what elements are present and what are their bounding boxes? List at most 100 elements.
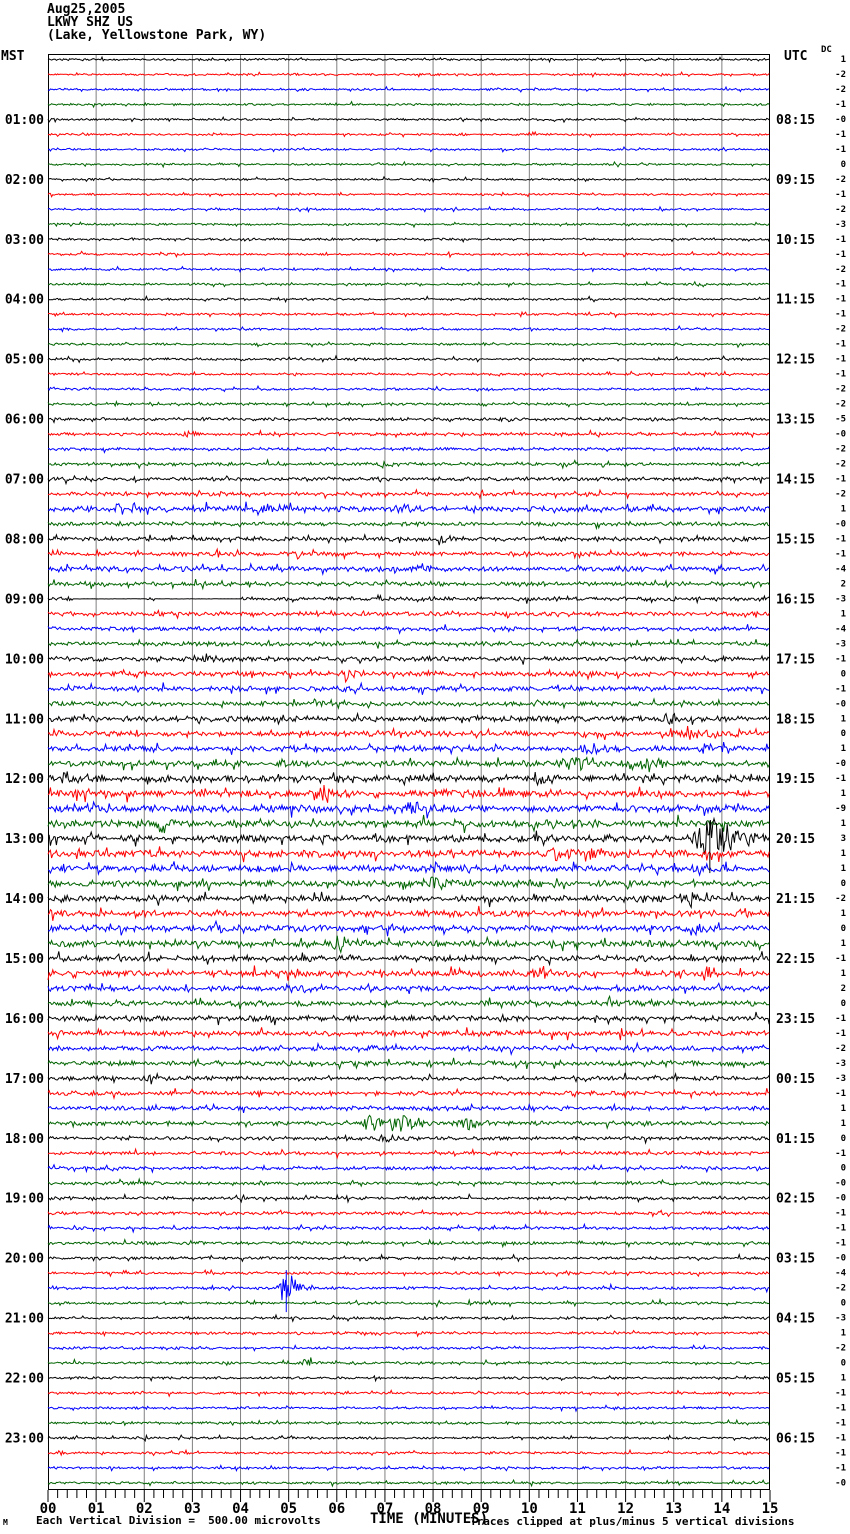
utc-hour-label: 01:15	[776, 1132, 815, 1147]
dc-value: -1	[835, 100, 846, 110]
seismic-trace	[47, 1344, 770, 1352]
utc-hour-label: 17:15	[776, 652, 815, 667]
seismic-trace	[47, 1252, 770, 1263]
seismic-trace	[47, 800, 770, 819]
mst-hour-label: 03:00	[5, 233, 44, 248]
x-tick-label: 13	[665, 1501, 682, 1517]
dc-value: 1	[841, 819, 846, 829]
dc-value: -0	[835, 699, 846, 709]
seismic-trace	[47, 1448, 770, 1457]
seismic-trace	[47, 1478, 770, 1488]
dc-value: -1	[835, 1463, 846, 1473]
utc-hour-label: 20:15	[776, 832, 815, 847]
scale-note: Each Vertical Division = 500.00 microvol…	[36, 1514, 321, 1527]
seismic-trace	[48, 325, 770, 333]
seismic-trace	[47, 501, 770, 517]
seismic-trace	[47, 250, 770, 259]
dc-value: -2	[835, 175, 846, 185]
dc-value: -2	[835, 460, 846, 470]
seismic-trace	[47, 384, 770, 393]
seismic-trace	[47, 1404, 770, 1413]
dc-value: 1	[841, 1374, 846, 1384]
seismic-trace	[47, 1329, 770, 1338]
mst-hour-label: 11:00	[5, 712, 44, 727]
seismic-trace	[47, 1057, 770, 1071]
mst-hour-label: 23:00	[5, 1431, 44, 1446]
dc-value: 1	[841, 1329, 846, 1339]
dc-value: -1	[835, 1209, 846, 1219]
dc-value: -2	[835, 385, 846, 395]
mst-hour-label: 17:00	[5, 1072, 44, 1087]
seismic-trace	[47, 741, 770, 756]
seismic-trace	[47, 1026, 770, 1041]
utc-hour-label: 13:15	[776, 413, 815, 428]
dc-values: 1 -2 -2 -1 -0 -1 -1 0 -2 -1 -2 -3 -1 -1 -2 -1 -1 -1 -2 -1 -1…	[835, 55, 846, 1488]
x-tick-label: 07	[377, 1501, 394, 1517]
utc-hour-label: 10:15	[776, 233, 815, 248]
utc-hour-label: 19:15	[776, 772, 815, 787]
dc-value: 3	[841, 834, 846, 844]
dc-value: -5	[835, 415, 846, 425]
dc-value: 1	[841, 1119, 846, 1129]
dc-value: -2	[835, 1284, 846, 1294]
dc-value: 1	[841, 939, 846, 949]
seismic-trace	[47, 919, 770, 937]
x-axis: 00 01 02 03 04 05 06 07 08 09 10 11 12 13 14 15	[40, 1490, 778, 1517]
mst-hour-label: 22:00	[5, 1372, 44, 1387]
seismic-trace	[47, 354, 770, 364]
dc-value: -0	[835, 1179, 846, 1189]
seismic-trace	[47, 340, 770, 349]
dc-value: 0	[841, 729, 846, 739]
mst-hour-label: 08:00	[5, 532, 44, 547]
seismic-trace	[47, 71, 770, 78]
utc-hour-label: 12:15	[776, 353, 815, 368]
dc-value: -4	[835, 564, 846, 574]
utc-hour-label: 02:15	[776, 1192, 815, 1207]
dc-value: 0	[841, 1359, 846, 1369]
mst-hour-label: 14:00	[5, 892, 44, 907]
hour-labels: 01:00 02:00 03:00 04:00 05:00 06:00 07:00 08:00…	[5, 113, 815, 1447]
dc-value: -1	[835, 1403, 846, 1413]
seismic-trace	[47, 905, 770, 921]
x-tick-label: 06	[328, 1501, 345, 1517]
x-tick-label: 05	[280, 1501, 297, 1517]
seismic-trace	[47, 520, 770, 531]
trace-layer	[47, 55, 770, 1488]
dc-value: 2	[841, 984, 846, 994]
seismic-trace	[47, 85, 770, 93]
mst-hour-label: 13:00	[5, 832, 44, 847]
dc-value: 1	[841, 55, 846, 65]
utc-hour-label: 15:15	[776, 532, 815, 547]
dc-value: -0	[835, 759, 846, 769]
dc-value: -0	[835, 1478, 846, 1488]
dc-value: -2	[835, 1344, 846, 1354]
x-tick-label: 00	[40, 1501, 57, 1517]
dc-value: -3	[835, 1314, 846, 1324]
seismic-trace	[47, 1418, 770, 1427]
seismic-trace	[48, 175, 770, 184]
seismic-trace	[47, 1208, 770, 1218]
dc-value: 1	[841, 864, 846, 874]
dc-value: -1	[835, 1089, 846, 1099]
dc-value: -1	[835, 370, 846, 380]
dc-value: -2	[835, 445, 846, 455]
mst-hour-label: 04:00	[5, 293, 44, 308]
seismic-trace	[47, 399, 770, 409]
right-timezone-label: UTC	[784, 49, 808, 64]
seismic-trace	[47, 145, 770, 153]
dc-value: -2	[835, 265, 846, 275]
seismic-trace	[47, 416, 770, 424]
dc-value: -0	[835, 1254, 846, 1264]
dc-value: 1	[841, 1104, 846, 1114]
dc-value: -0	[835, 1194, 846, 1204]
seismic-trace	[47, 370, 770, 378]
seismic-trace	[47, 1192, 770, 1204]
dc-value: 0	[841, 924, 846, 934]
dc-value: -1	[835, 355, 846, 365]
dc-value: -2	[835, 205, 846, 215]
utc-hour-label: 18:15	[776, 712, 815, 727]
seismic-trace	[47, 1275, 770, 1301]
seismic-trace	[47, 638, 770, 649]
seismic-trace	[47, 653, 770, 665]
